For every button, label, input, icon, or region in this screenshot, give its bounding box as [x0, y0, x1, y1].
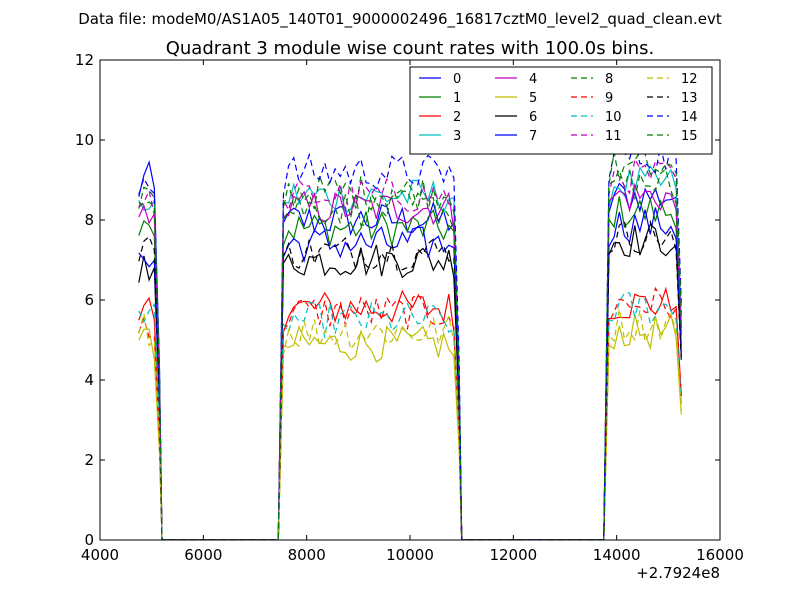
x-tick-label: 10000: [386, 546, 434, 564]
legend-label-5: 5: [529, 91, 537, 106]
series-line-15: [138, 151, 682, 540]
x-tick-label: 6000: [184, 546, 222, 564]
figure-suptitle: Data file: modeM0/AS1A05_140T01_90000024…: [78, 10, 722, 29]
legend-label-0: 0: [453, 72, 461, 87]
legend-label-1: 1: [453, 91, 461, 106]
y-tick-label: 12: [75, 51, 94, 69]
series-line-5: [138, 312, 682, 540]
axis-ticks: 4000 6000 8000 10000 12000 14000 1600002468101…: [75, 51, 744, 564]
plot-area: [138, 140, 682, 540]
series-line-1: [138, 196, 682, 540]
series-line-8: [138, 168, 682, 540]
legend-label-12: 12: [681, 72, 698, 87]
legend-label-3: 3: [453, 129, 461, 144]
x-tick-label: 14000: [593, 546, 641, 564]
legend-label-14: 14: [681, 110, 698, 125]
series-line-11: [138, 157, 682, 540]
y-tick-label: 8: [84, 211, 94, 229]
x-tick-label: 16000: [696, 546, 744, 564]
series-line-10: [138, 292, 682, 540]
x-tick-label: 12000: [489, 546, 537, 564]
legend-label-9: 9: [605, 91, 613, 106]
y-tick-label: 6: [84, 291, 94, 309]
legend-label-2: 2: [453, 110, 461, 125]
legend-label-6: 6: [529, 110, 537, 125]
y-tick-label: 2: [84, 451, 94, 469]
legend-label-15: 15: [681, 129, 698, 144]
y-tick-label: 0: [84, 531, 94, 549]
legend-box: [409, 66, 713, 155]
y-tick-label: 4: [84, 371, 94, 389]
legend-label-13: 13: [681, 91, 698, 106]
legend-label-7: 7: [529, 129, 537, 144]
series-line-12: [138, 308, 682, 540]
x-offset-label: +2.7924e8: [636, 564, 720, 582]
chart-title: Quadrant 3 module wise count rates with …: [166, 38, 655, 59]
legend-label-8: 8: [605, 72, 613, 87]
series-line-7: [138, 207, 682, 540]
legend-label-4: 4: [529, 72, 537, 87]
series-line-13: [138, 219, 682, 540]
series-line-2: [138, 286, 682, 540]
legend-label-11: 11: [605, 129, 622, 144]
series-line-4: [138, 182, 682, 540]
legend-label-10: 10: [605, 110, 622, 125]
x-tick-label: 4000: [81, 546, 119, 564]
y-tick-label: 10: [75, 131, 94, 149]
x-tick-label: 8000: [288, 546, 326, 564]
